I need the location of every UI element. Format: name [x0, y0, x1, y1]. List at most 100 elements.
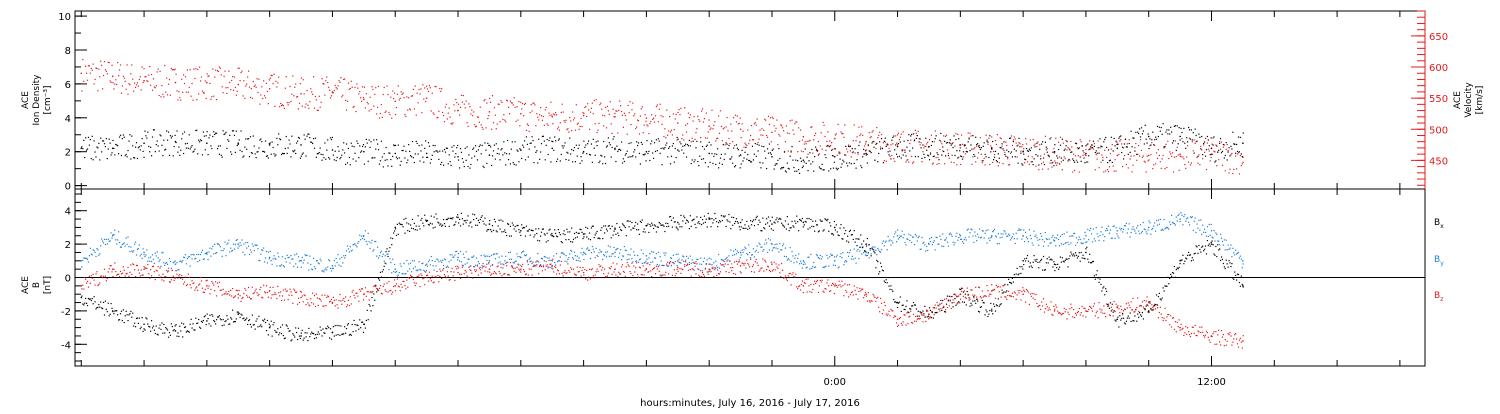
by-series-point	[1141, 232, 1142, 233]
bx-series-point	[500, 219, 501, 220]
by-series-point	[650, 262, 651, 263]
bx-series-point	[618, 235, 619, 236]
velocity-series-point	[197, 69, 198, 70]
density-series-point	[730, 158, 731, 159]
by-series-point	[464, 257, 465, 258]
by-series-point	[728, 255, 729, 256]
bx-series-point	[665, 223, 666, 224]
density-series-point	[427, 157, 428, 158]
velocity-series-point	[497, 123, 498, 124]
velocity-series-point	[1227, 144, 1228, 145]
density-series-point	[1055, 162, 1056, 163]
density-series-point	[1160, 131, 1161, 132]
density-series-point	[109, 139, 110, 140]
density-series-point	[105, 146, 106, 147]
velocity-series-point	[799, 141, 800, 142]
density-series-point	[647, 153, 648, 154]
density-series-point	[1188, 127, 1189, 128]
by-series-data-mark	[928, 243, 930, 245]
by-series-point	[580, 252, 581, 253]
by-series-point	[764, 244, 765, 245]
velocity-series-point	[804, 143, 805, 144]
bx-series-point	[917, 316, 918, 317]
velocity-series-point	[1169, 151, 1170, 152]
bx-series-point	[765, 224, 766, 225]
density-series-point	[974, 156, 975, 157]
density-series-point	[721, 154, 722, 155]
bx-series-point	[246, 318, 247, 319]
bx-series-point	[734, 223, 735, 224]
bx-series-point	[461, 213, 462, 214]
by-series-point	[1160, 219, 1161, 220]
bx-series-point	[273, 322, 274, 323]
by-series-point	[427, 266, 428, 267]
bx-series-point	[856, 245, 857, 246]
density-series-point	[234, 135, 235, 136]
density-series-point	[467, 146, 468, 147]
density-series-point	[389, 153, 390, 154]
velocity-series-point	[246, 84, 247, 85]
density-series-point	[529, 149, 530, 150]
density-series-point	[943, 151, 944, 152]
density-series-point	[94, 151, 95, 152]
by-series-point	[1183, 216, 1184, 217]
density-series-point	[965, 145, 966, 146]
density-series-point	[1163, 123, 1164, 124]
by-series-point	[422, 263, 423, 264]
by-series-data-mark	[960, 235, 962, 237]
density-series-point	[1136, 154, 1137, 155]
density-series-point	[1218, 150, 1219, 151]
velocity-series-point	[192, 100, 193, 101]
velocity-series-point	[412, 95, 413, 96]
by-series-point	[826, 255, 827, 256]
by-series-point	[358, 241, 359, 242]
by-series-point	[763, 249, 764, 250]
velocity-series-point	[537, 117, 538, 118]
bx-series-point	[727, 221, 728, 222]
by-series-point	[598, 252, 599, 253]
bx-series-point	[281, 333, 282, 334]
bx-series-point	[929, 307, 930, 308]
velocity-series-point	[612, 133, 613, 134]
velocity-series-point	[1046, 149, 1047, 150]
velocity-series-point	[193, 68, 194, 69]
by-series-data-mark	[771, 243, 773, 245]
by-series-point	[904, 234, 905, 235]
density-series-point	[363, 144, 364, 145]
by-series-point	[136, 254, 137, 255]
y-tick-label: 8	[65, 46, 71, 57]
velocity-series-point	[252, 98, 253, 99]
density-series-point	[1114, 138, 1115, 139]
by-series-point	[784, 256, 785, 257]
density-series-point	[1118, 138, 1119, 139]
velocity-series-point	[749, 140, 750, 141]
density-series-point	[294, 150, 295, 151]
density-series-point	[85, 137, 86, 138]
density-series-point	[181, 138, 182, 139]
velocity-series-point	[1174, 157, 1175, 158]
by-series-point	[945, 239, 946, 240]
by-series-point	[571, 251, 572, 252]
by-series-point	[354, 243, 355, 244]
by-series-data-mark	[1179, 218, 1181, 220]
density-series-point	[245, 138, 246, 139]
density-series-point	[741, 163, 742, 164]
bx-series-point	[109, 315, 110, 316]
bx-series-point	[729, 221, 730, 222]
velocity-series-point	[274, 106, 275, 107]
density-series-point	[490, 146, 491, 147]
velocity-series-point	[355, 111, 356, 112]
density-series-point	[205, 149, 206, 150]
velocity-series-point	[1064, 156, 1065, 157]
by-series-point	[383, 254, 384, 255]
density-series-point	[1207, 136, 1208, 137]
by-series-point	[546, 261, 547, 262]
by-series-point	[1228, 244, 1229, 245]
by-series-point	[365, 230, 366, 231]
velocity-series-point	[227, 87, 228, 88]
density-series-point	[1176, 150, 1177, 151]
velocity-series-point	[1013, 139, 1014, 140]
density-series-point	[430, 162, 431, 163]
by-series-point	[935, 249, 936, 250]
